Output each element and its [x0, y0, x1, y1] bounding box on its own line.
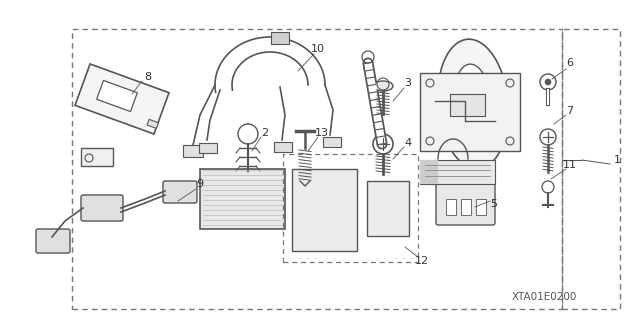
Polygon shape [147, 119, 159, 129]
Bar [283, 154, 418, 262]
Bar [367, 181, 409, 236]
FancyBboxPatch shape [163, 181, 197, 203]
Ellipse shape [373, 81, 393, 91]
Circle shape [545, 79, 551, 85]
Text: 12: 12 [415, 256, 429, 266]
Ellipse shape [438, 39, 508, 169]
Bar [274, 142, 292, 152]
FancyBboxPatch shape [436, 183, 495, 225]
Bar [450, 94, 485, 116]
FancyBboxPatch shape [81, 195, 123, 221]
Text: 8: 8 [145, 72, 152, 82]
Bar [271, 32, 289, 44]
Polygon shape [455, 164, 491, 176]
Bar [420, 160, 438, 184]
Text: 1: 1 [614, 155, 621, 165]
Text: 13: 13 [315, 128, 329, 138]
Text: 3: 3 [404, 78, 412, 88]
Text: 10: 10 [311, 44, 325, 54]
Bar [72, 29, 562, 309]
Bar [323, 137, 341, 147]
Bar [200, 169, 285, 229]
Polygon shape [75, 64, 169, 134]
Bar [562, 29, 620, 309]
Text: 6: 6 [566, 58, 573, 68]
Bar [81, 148, 113, 166]
Bar [446, 199, 456, 215]
Bar [461, 199, 471, 215]
Text: 4: 4 [404, 138, 412, 148]
Bar [420, 73, 520, 151]
Polygon shape [97, 80, 138, 112]
Bar [292, 169, 357, 251]
Bar [199, 143, 217, 153]
Text: 5: 5 [490, 199, 497, 209]
Text: 2: 2 [261, 128, 269, 138]
Text: 7: 7 [566, 106, 573, 116]
Text: 9: 9 [196, 179, 204, 189]
Bar [476, 199, 486, 215]
Text: 11: 11 [563, 160, 577, 170]
Bar [420, 160, 495, 184]
Bar [183, 145, 203, 157]
Ellipse shape [454, 64, 492, 144]
Text: XTA01E0200: XTA01E0200 [512, 292, 577, 302]
FancyBboxPatch shape [36, 229, 70, 253]
